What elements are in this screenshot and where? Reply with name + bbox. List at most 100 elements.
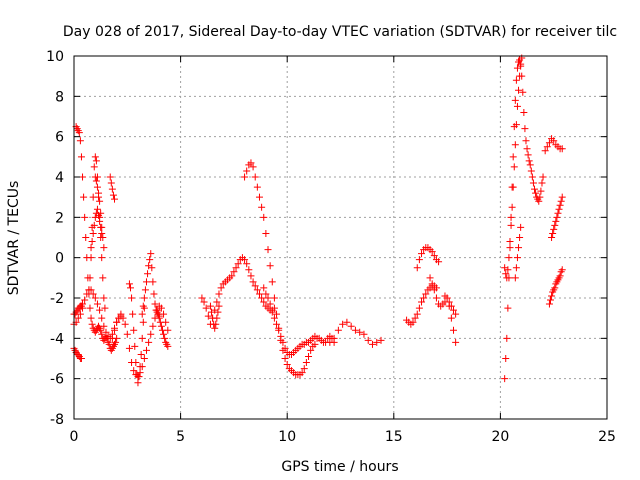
data-point: [557, 197, 565, 205]
plot-frame: [73, 55, 608, 420]
data-point: [351, 326, 359, 334]
data-point: [447, 302, 455, 310]
data-point: [138, 310, 146, 318]
data-point: [161, 334, 169, 342]
data-point: [215, 290, 223, 298]
data-point: [90, 221, 98, 229]
data-point: [517, 223, 525, 231]
data-point: [123, 330, 131, 338]
data-point: [106, 173, 114, 181]
series-s08: [106, 173, 119, 203]
data-point: [556, 201, 564, 209]
data-point: [255, 290, 263, 298]
data-point: [275, 326, 283, 334]
data-point: [330, 334, 338, 342]
data-point: [516, 72, 524, 80]
series-s06: [91, 173, 108, 252]
data-point: [360, 330, 368, 338]
data-point: [305, 352, 313, 360]
data-point: [452, 310, 460, 318]
data-point: [80, 193, 88, 201]
series-s15: [241, 159, 319, 379]
axes: 0 5 10 15 20 25 -8 -6 -4 -2 0 2 4 6 8 10: [46, 49, 616, 445]
y-tick-label: 8: [55, 89, 64, 105]
series-s27: [548, 193, 566, 241]
data-point: [554, 209, 562, 217]
data-point: [532, 189, 540, 197]
data-point: [504, 304, 512, 312]
x-axis-label: GPS time / hours: [281, 459, 398, 475]
data-point: [258, 294, 266, 302]
data-point: [98, 254, 106, 262]
series-s01: [70, 286, 125, 342]
data-point: [527, 167, 535, 175]
data-point: [521, 125, 529, 133]
data-point: [151, 300, 159, 308]
data-point: [164, 342, 172, 350]
data-point: [430, 252, 438, 260]
data-point: [507, 213, 515, 221]
data-point: [356, 328, 364, 336]
data-point: [270, 314, 278, 322]
series-s10: [125, 280, 148, 387]
data-point: [511, 96, 519, 104]
data-point: [96, 197, 104, 205]
data-point: [142, 278, 150, 286]
data-point: [111, 195, 119, 203]
series-s03: [70, 344, 85, 362]
data-point: [509, 153, 517, 161]
series-s21: [441, 292, 460, 318]
data-point: [512, 76, 520, 84]
data-point: [515, 244, 523, 252]
y-axis-label: SDTVAR / TECUs: [6, 181, 22, 296]
data-point: [411, 314, 419, 322]
data-point: [107, 179, 115, 187]
data-point: [202, 304, 210, 312]
x-tick-label: 0: [70, 429, 79, 445]
grid-lines: [74, 56, 607, 419]
y-tick-label: -4: [50, 331, 64, 347]
data-point: [339, 320, 347, 328]
y-tick-label: 0: [55, 251, 64, 267]
series-s12: [153, 306, 172, 350]
x-tick-label: 10: [278, 429, 296, 445]
data-point: [556, 272, 564, 280]
data-point: [377, 336, 385, 344]
series-s02: [70, 300, 87, 318]
data-point: [538, 179, 546, 187]
data-point: [508, 203, 516, 211]
data-point: [150, 290, 158, 298]
data-point: [452, 338, 460, 346]
data-point: [144, 270, 152, 278]
data-point: [510, 163, 518, 171]
data-point: [146, 256, 154, 264]
data-point: [97, 326, 105, 334]
data-point: [373, 338, 381, 346]
data-point: [428, 280, 436, 288]
data-point: [503, 274, 511, 282]
data-point: [211, 324, 219, 332]
data-point: [426, 274, 434, 282]
data-point: [119, 314, 127, 322]
series-s14: [206, 302, 223, 332]
data-point: [140, 294, 148, 302]
data-point: [503, 334, 511, 342]
data-point: [98, 314, 106, 322]
data-point: [96, 306, 104, 314]
data-point: [126, 284, 134, 292]
data-point: [258, 203, 266, 211]
data-point: [430, 286, 438, 294]
data-point: [435, 258, 443, 266]
data-point: [100, 294, 108, 302]
data-point: [506, 244, 514, 252]
data-point: [509, 183, 517, 191]
data-point: [513, 254, 521, 262]
data-point: [552, 217, 560, 225]
data-point: [300, 365, 308, 373]
data-point: [334, 326, 342, 334]
data-point: [200, 298, 208, 306]
data-point: [507, 221, 515, 229]
data-point: [298, 369, 306, 377]
data-point: [249, 278, 257, 286]
data-point: [558, 266, 566, 274]
